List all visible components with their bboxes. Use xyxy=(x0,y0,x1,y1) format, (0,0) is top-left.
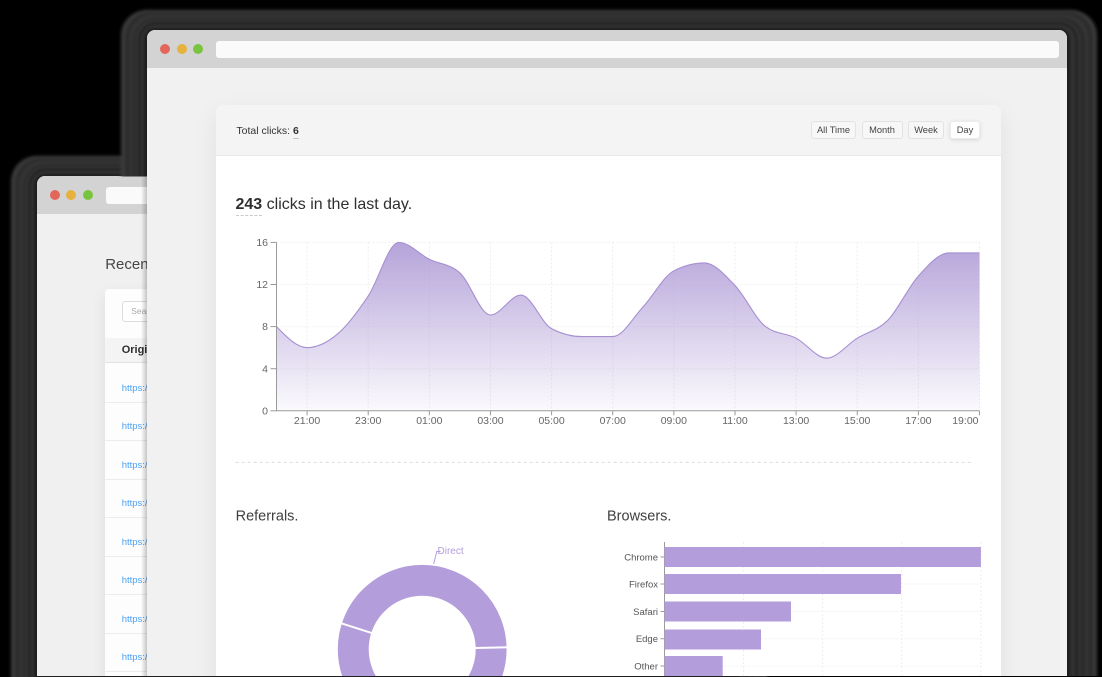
svg-text:09:00: 09:00 xyxy=(661,415,687,427)
svg-text:15:00: 15:00 xyxy=(844,415,870,427)
svg-text:Referrals.: Referrals. xyxy=(236,509,299,525)
svg-text:Other: Other xyxy=(634,661,658,672)
svg-text:16: 16 xyxy=(256,237,268,249)
svg-text:0: 0 xyxy=(262,405,268,417)
svg-text:01:00: 01:00 xyxy=(416,415,442,427)
svg-text:Chrome: Chrome xyxy=(624,552,658,563)
svg-text:05:00: 05:00 xyxy=(538,415,564,427)
svg-text:Edge: Edge xyxy=(636,634,658,645)
svg-text:17:00: 17:00 xyxy=(905,415,931,427)
svg-text:23:00: 23:00 xyxy=(355,415,381,427)
svg-text:19:00: 19:00 xyxy=(952,415,978,427)
svg-text:12: 12 xyxy=(256,279,268,291)
svg-text:Firefox: Firefox xyxy=(629,579,658,590)
svg-text:Browsers.: Browsers. xyxy=(607,509,671,525)
svg-text:13:00: 13:00 xyxy=(783,415,809,427)
svg-text:Safari: Safari xyxy=(633,607,658,618)
svg-text:Direct: Direct xyxy=(438,546,464,557)
svg-text:03:00: 03:00 xyxy=(477,415,503,427)
svg-text:8: 8 xyxy=(262,321,268,333)
svg-text:4: 4 xyxy=(262,363,268,375)
svg-text:11:00: 11:00 xyxy=(722,415,748,427)
svg-text:07:00: 07:00 xyxy=(600,415,626,427)
svg-text:21:00: 21:00 xyxy=(294,415,320,427)
